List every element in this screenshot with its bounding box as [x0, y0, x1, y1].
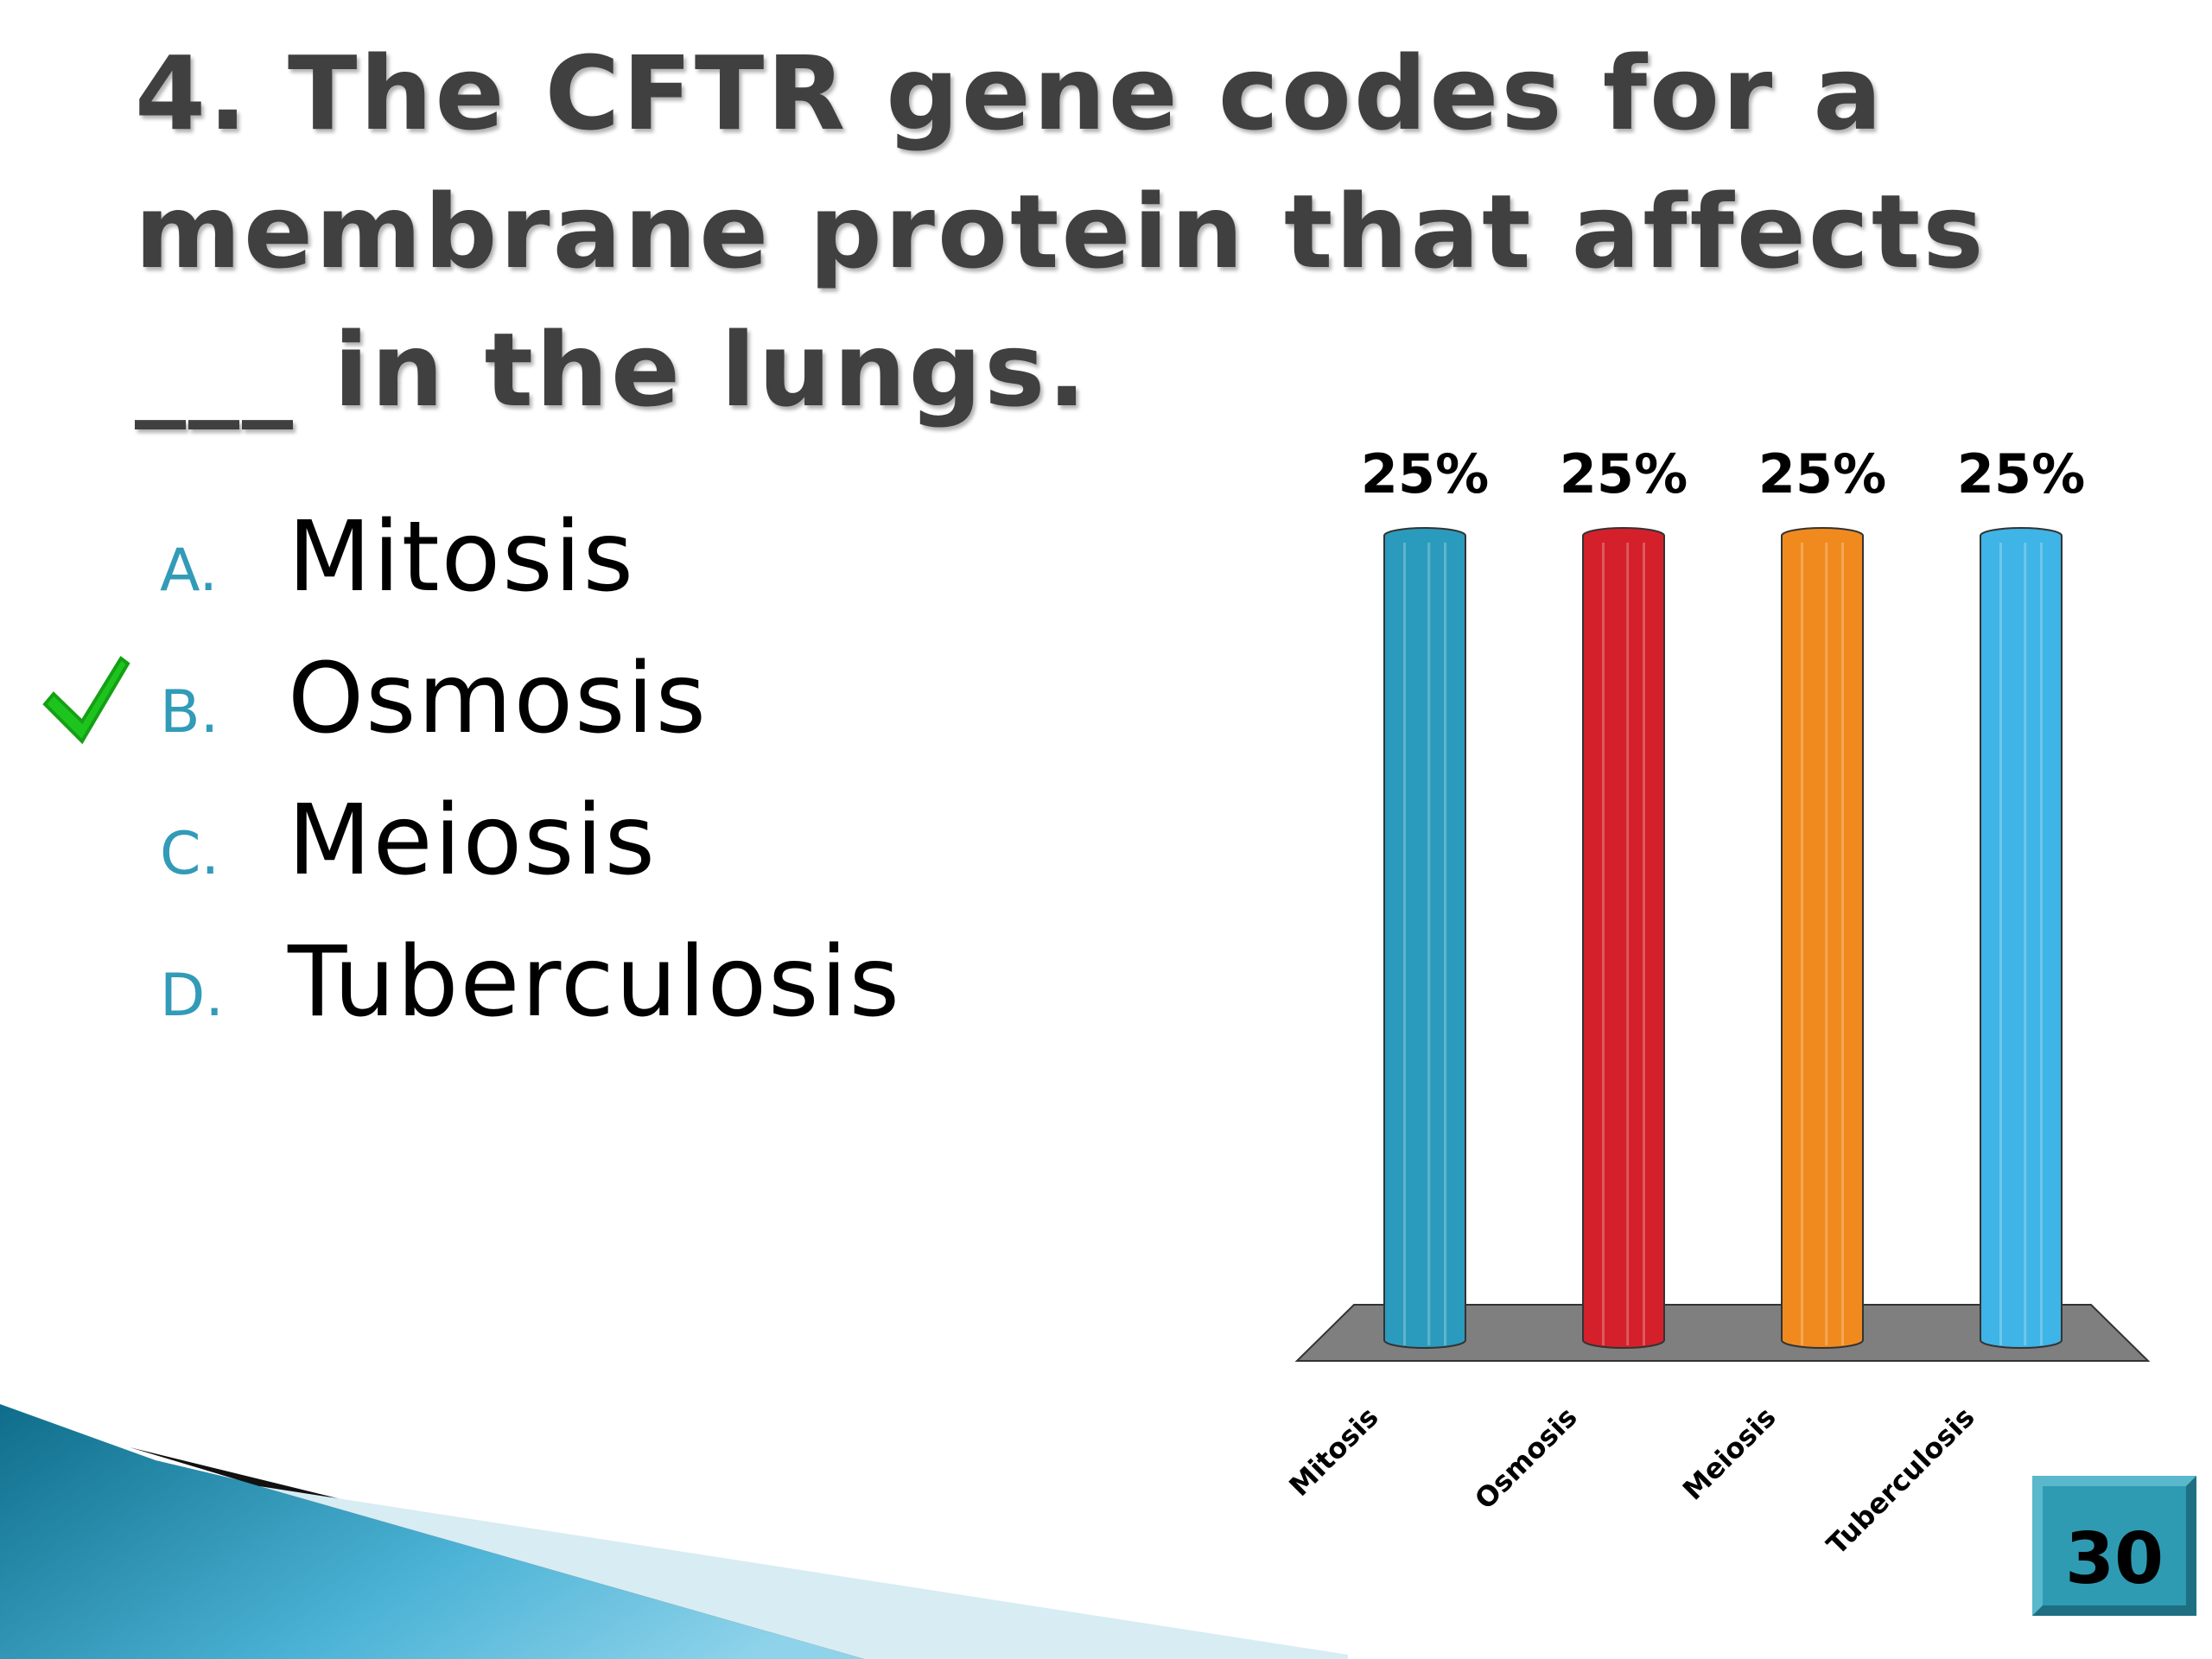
option: A. Mitosis [160, 501, 635, 631]
option-letter: C. [160, 820, 220, 888]
value-label: 25% [1560, 442, 1688, 505]
option-text: Tuberculosis [288, 926, 901, 1039]
correct-check [42, 656, 130, 745]
option-letter: A. [160, 537, 218, 605]
question-title: 4. The CFTR gene codes for a membrane pr… [135, 34, 1986, 429]
value-label: 25% [1758, 442, 1886, 505]
timer: 30 [2032, 1476, 2196, 1616]
chart-floor [1294, 1304, 2151, 1362]
swoosh-light [259, 1486, 1348, 1659]
option: D. Tuberculosis [160, 926, 901, 1056]
option-text: Osmosis [288, 643, 708, 755]
bar [1383, 527, 1466, 1349]
bar [1582, 527, 1665, 1349]
x-tick-label: Meiosis [1676, 1401, 1783, 1507]
x-tick-label: Tuberculosis [1821, 1401, 1981, 1561]
value-label: 25% [1957, 442, 2085, 505]
option-text: Meiosis [288, 785, 657, 897]
option: C. Meiosis [160, 785, 657, 914]
bar [1781, 527, 1864, 1349]
x-tick-label: Mitosis [1282, 1401, 1384, 1503]
swoosh [0, 1404, 994, 1659]
option-letter: D. [160, 962, 224, 1030]
timer-value: 30 [2064, 1517, 2164, 1600]
x-tick-label: Osmosis [1468, 1401, 1583, 1516]
option-text: Mitosis [288, 501, 636, 613]
option-letter: B. [160, 678, 219, 747]
value-label: 25% [1361, 442, 1489, 505]
option: B. Osmosis [160, 643, 708, 772]
bar [1980, 527, 2063, 1349]
